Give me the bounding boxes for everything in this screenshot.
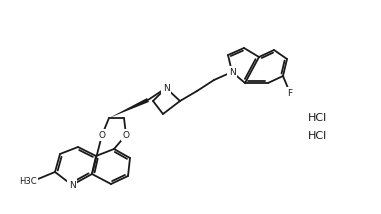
Text: N: N <box>69 180 75 190</box>
Text: HCl: HCl <box>308 113 327 123</box>
Text: HCl: HCl <box>308 131 327 141</box>
Text: N: N <box>229 67 235 76</box>
Text: N: N <box>163 83 170 92</box>
Text: H3C: H3C <box>19 177 37 186</box>
Text: O: O <box>99 131 106 140</box>
Polygon shape <box>109 98 149 118</box>
Text: F: F <box>287 89 293 98</box>
Text: O: O <box>123 131 130 140</box>
